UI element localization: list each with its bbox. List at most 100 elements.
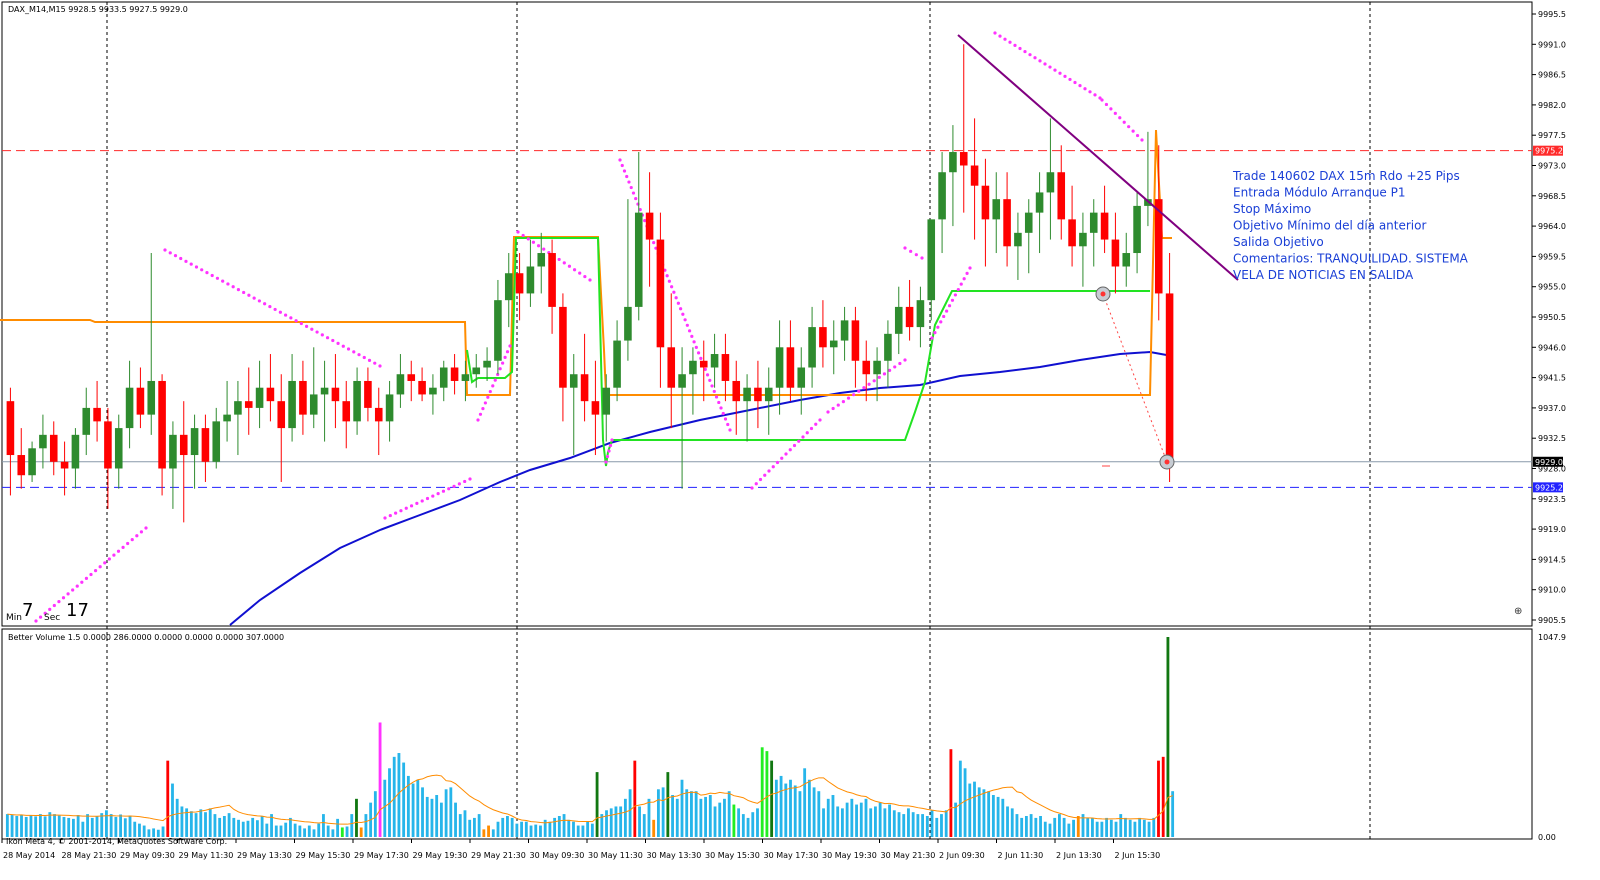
volume-bar: [529, 825, 533, 837]
price-tick-label: 9986.5: [1538, 71, 1566, 80]
candle-body: [1014, 232, 1022, 247]
psar-dot: [676, 301, 680, 305]
psar-dot: [415, 501, 419, 505]
volume-bar: [878, 802, 882, 837]
psar-dot: [52, 603, 56, 608]
psar-dot: [643, 219, 647, 223]
psar-dot: [1100, 98, 1104, 102]
psar-dot: [950, 298, 955, 302]
candle-body: [1024, 212, 1033, 233]
volume-bar: [284, 822, 288, 837]
candle-body: [418, 380, 426, 395]
volume-bar: [1001, 798, 1005, 837]
volume-bar: [1015, 814, 1019, 837]
psar-dot: [1083, 87, 1087, 91]
volume-bar: [57, 815, 61, 837]
psar-dot: [304, 324, 309, 328]
psar-dot: [620, 163, 624, 168]
volume-bar: [81, 821, 85, 837]
volume-bar: [237, 819, 240, 837]
psar-dot: [767, 469, 771, 473]
volume-bar: [836, 806, 840, 837]
volume-bar: [133, 821, 137, 837]
volume-bar: [378, 722, 382, 837]
volume-bar: [317, 823, 321, 837]
volume-bar: [798, 791, 802, 837]
volume-bar: [298, 825, 302, 837]
volume-bar: [723, 798, 726, 837]
volume-bar: [402, 762, 406, 837]
candle-body: [136, 387, 145, 415]
psar-dot: [310, 327, 314, 331]
trade-markers: [1095, 286, 1175, 470]
volume-bar: [1124, 817, 1127, 837]
volume-bar: [161, 826, 165, 837]
volume-bar: [713, 806, 717, 837]
psar-dot: [486, 395, 490, 399]
volume-bar: [609, 808, 613, 837]
psar-dot: [478, 412, 483, 416]
candle-body: [429, 387, 437, 395]
psar-dot: [357, 353, 361, 357]
candle-body: [244, 401, 253, 408]
volume-bar: [708, 795, 712, 837]
psar-dot: [457, 482, 461, 486]
volume-bar: [680, 779, 684, 837]
time-tick-label: 2 Jun 09:30: [939, 851, 985, 860]
volume-bar: [20, 814, 23, 837]
psar-dot: [508, 344, 512, 348]
trade-annotation: Trade 140602 DAX 15m Rdo +25 Pips Entrada…: [1232, 169, 1469, 282]
price-levels: 9975.2 9929.0 9925.2: [2, 145, 1563, 493]
psar-dot: [857, 389, 861, 393]
psar-dot: [562, 261, 566, 265]
psar-dot: [205, 271, 209, 275]
volume-bar: [661, 787, 665, 837]
copyright-text: Ikon Meta 4, © 2001-2014, MetaQuotes Sof…: [6, 837, 227, 846]
candle-body: [169, 434, 177, 469]
candle-body: [439, 367, 448, 388]
psar-dot: [836, 403, 840, 407]
psar-dot: [1058, 71, 1062, 75]
volume-bar: [34, 816, 38, 837]
candle-body: [385, 394, 394, 422]
psar-dot: [674, 296, 678, 300]
psar-dot: [536, 244, 541, 248]
volume-bar: [1133, 821, 1137, 837]
psar-dot: [346, 347, 351, 351]
vertical-grid: [106, 2, 1371, 839]
psar-dot: [299, 321, 303, 326]
price-tick-label: 9905.5: [1538, 616, 1566, 625]
psar-dot: [572, 268, 577, 272]
price-tick-label: 9968.5: [1538, 192, 1566, 201]
volume-bar: [1161, 756, 1165, 837]
volume-bar: [874, 806, 877, 837]
psar-dot: [1033, 56, 1037, 60]
volume-bar: [1081, 814, 1085, 837]
candle-body: [667, 347, 676, 388]
volume-bar: [180, 806, 184, 837]
price-tick-label: 9964.0: [1538, 222, 1566, 231]
psar-dot: [89, 572, 93, 577]
price-tick-label: 9991.0: [1538, 40, 1566, 49]
psar-dot: [468, 477, 472, 481]
volume-bar: [350, 814, 354, 837]
candle-body: [959, 152, 968, 166]
time-tick-label: 30 May 09:30: [530, 851, 585, 860]
psar-dot: [826, 410, 830, 414]
volume-bar: [468, 819, 472, 837]
candle-body: [721, 354, 730, 381]
volume-bar: [270, 814, 273, 837]
volume-bar: [543, 819, 547, 837]
volume-bar: [303, 828, 306, 837]
trendline[interactable]: [957, 34, 1239, 281]
psar-dot: [805, 431, 809, 435]
psar-dot: [1131, 129, 1135, 133]
candle-body: [732, 380, 741, 402]
crosshair-icon[interactable]: ⊕: [1514, 606, 1522, 617]
volume-bar: [963, 768, 967, 837]
psar-dot: [588, 278, 592, 282]
psar-dot: [1053, 68, 1057, 72]
candle-body: [1165, 293, 1174, 462]
volume-bar: [138, 823, 141, 837]
